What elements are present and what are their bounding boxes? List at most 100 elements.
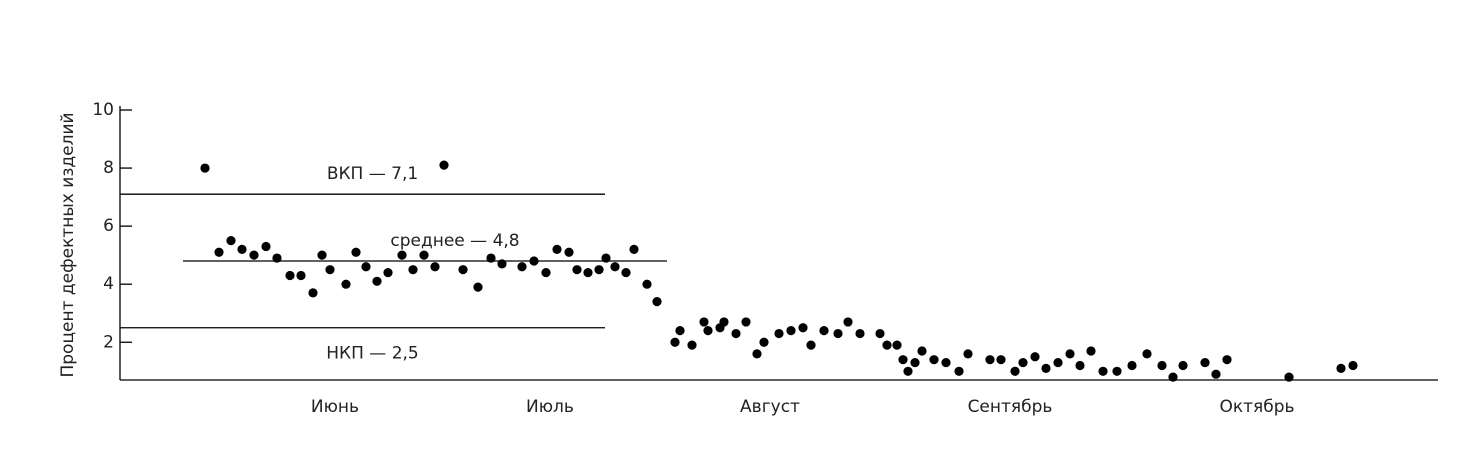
data-point [798, 323, 808, 333]
data-point [996, 355, 1006, 365]
data-point [731, 328, 741, 339]
data-point [458, 265, 468, 275]
data-point [1018, 357, 1028, 368]
data-point [1030, 352, 1040, 362]
data-point [541, 267, 551, 278]
data-point [529, 256, 539, 266]
data-point [621, 267, 631, 278]
data-point [774, 328, 784, 339]
data-point [408, 265, 418, 275]
data-point [752, 349, 762, 359]
data-point [296, 270, 306, 281]
data-point [759, 337, 769, 347]
data-point [1336, 363, 1346, 373]
data-point [786, 326, 796, 336]
x-tick-label: Июль [526, 397, 574, 417]
data-point [361, 262, 371, 272]
data-point [214, 247, 224, 257]
data-point [430, 262, 440, 272]
data-point [806, 340, 816, 350]
data-point [497, 259, 507, 269]
data-point [929, 355, 939, 365]
data-point [875, 328, 885, 339]
data-point [285, 270, 295, 281]
data-point [910, 357, 920, 368]
data-point [383, 267, 393, 278]
reference-label: НКП — 2,5 [326, 344, 418, 364]
data-point [1075, 360, 1085, 371]
data-point [1112, 366, 1122, 376]
y-tick-label: 6 [103, 216, 114, 236]
x-tick-label: Сентябрь [968, 397, 1053, 417]
data-point [1098, 366, 1108, 376]
data-point [1041, 363, 1051, 373]
data-point [1127, 360, 1137, 371]
data-point [572, 265, 582, 275]
data-point [898, 355, 908, 365]
data-point [642, 279, 652, 289]
data-point [397, 250, 407, 260]
data-point [843, 317, 853, 327]
data-point [419, 250, 429, 260]
data-point [1010, 366, 1020, 376]
data-point [249, 250, 259, 260]
data-point [687, 340, 697, 350]
data-point [954, 366, 964, 376]
data-point [341, 279, 351, 289]
data-point [652, 297, 662, 307]
data-point [1065, 349, 1075, 359]
y-tick-label: 10 [92, 100, 114, 120]
data-point [325, 265, 335, 275]
data-point [610, 262, 620, 272]
data-point [594, 265, 604, 275]
data-point [1178, 360, 1188, 371]
data-point [1222, 355, 1232, 365]
data-point [741, 317, 751, 327]
data-point [226, 236, 236, 246]
data-point [564, 247, 574, 257]
data-point [439, 160, 449, 170]
data-point [1284, 372, 1294, 382]
y-tick-label: 4 [103, 274, 114, 294]
data-point [473, 282, 483, 292]
data-point [985, 355, 995, 365]
data-point [1142, 349, 1152, 359]
data-point [351, 247, 361, 257]
y-tick-label: 2 [103, 332, 114, 352]
data-point [941, 357, 951, 368]
data-point [629, 244, 639, 254]
data-point [1348, 360, 1358, 371]
data-point [552, 244, 562, 254]
data-point [699, 317, 709, 327]
data-point [963, 349, 973, 359]
data-point [675, 326, 685, 336]
x-tick-label: Август [740, 397, 800, 417]
x-tick-label: Июнь [311, 397, 359, 417]
data-point [1211, 369, 1221, 379]
data-point [1053, 357, 1063, 368]
data-point [917, 346, 927, 356]
data-point [1200, 357, 1210, 368]
data-point [272, 253, 282, 263]
data-point [719, 317, 729, 327]
data-point [200, 163, 210, 173]
data-point [308, 288, 318, 298]
data-point [486, 253, 496, 263]
data-point [882, 340, 892, 350]
reference-label: среднее — 4,8 [390, 231, 519, 251]
data-point [670, 337, 680, 347]
data-point [517, 262, 527, 272]
x-tick-label: Октябрь [1219, 397, 1294, 417]
data-point [819, 326, 829, 336]
data-point [833, 328, 843, 339]
data-point [903, 366, 913, 376]
y-tick-label: 8 [103, 158, 114, 178]
data-point [583, 267, 593, 278]
reference-label: ВКП — 7,1 [327, 164, 418, 184]
data-point [703, 326, 713, 336]
data-point [237, 244, 247, 254]
y-axis-label: Процент дефектных изделий [58, 112, 78, 377]
data-point [317, 250, 327, 260]
data-point [601, 253, 611, 263]
